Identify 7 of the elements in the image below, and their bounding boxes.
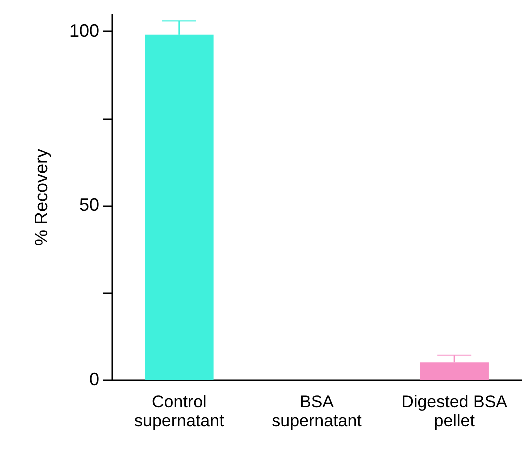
y-axis-title: % Recovery <box>31 148 52 246</box>
y-tick-label: 0 <box>89 370 100 390</box>
x-tick-label: BSA supernatant <box>272 392 362 430</box>
x-tick-label: Digested BSA pellet <box>402 392 508 430</box>
x-tick-label: Control supernatant <box>134 392 225 430</box>
y-tick-label: 100 <box>69 20 100 41</box>
y-tick-label: 50 <box>79 195 100 216</box>
